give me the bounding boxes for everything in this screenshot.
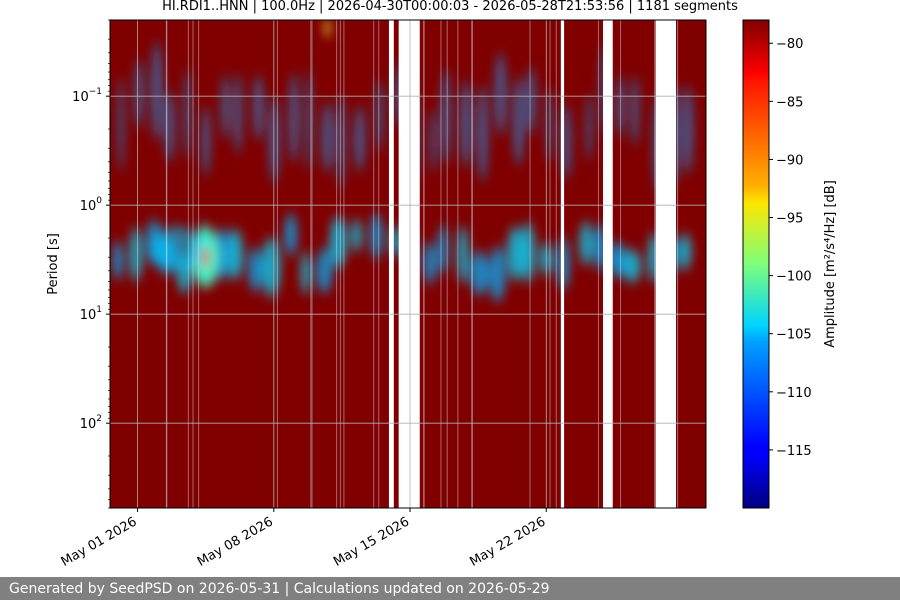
colorbar-tick-label: −105 — [776, 328, 812, 343]
glow-blob — [284, 213, 298, 256]
colorbar-tick-label: −100 — [776, 270, 812, 285]
glow-blob — [375, 79, 384, 152]
glow-blob — [329, 216, 347, 268]
y-tick-label: 102 — [80, 414, 102, 432]
glow-blob — [117, 76, 125, 172]
glow-blob — [457, 226, 469, 284]
x-tick-label: May 15 2026 — [331, 514, 412, 569]
glow-blob — [112, 240, 124, 280]
event-glow — [150, 226, 203, 271]
glow-blob — [354, 105, 366, 172]
glow-blob — [512, 76, 525, 166]
glow-blob — [561, 103, 572, 180]
glow-blob — [151, 41, 163, 141]
glow-blob — [470, 251, 490, 296]
glow-blob — [269, 97, 280, 183]
glow-blob — [622, 249, 642, 283]
footer-text: Generated by SeedPSD on 2026-05-31 | Cal… — [9, 581, 550, 597]
glow-blob — [441, 68, 451, 166]
glow-blob — [261, 237, 281, 297]
glow-blob — [183, 68, 191, 160]
glow-blob — [526, 67, 537, 135]
colorbar-tick-label: −90 — [776, 153, 803, 168]
data-gap — [398, 20, 420, 508]
glow-blob — [134, 59, 144, 129]
plot-frame — [109, 19, 707, 509]
y-tick-label: 101 — [80, 305, 102, 323]
glow-blob — [423, 242, 437, 285]
footer-bar: Generated by SeedPSD on 2026-05-31 | Cal… — [0, 577, 900, 600]
glow-blob — [494, 52, 507, 135]
glow-blob — [164, 90, 175, 163]
gridlines — [110, 20, 706, 508]
data-gap — [388, 20, 394, 508]
y-axis: 10−1 100 101 102 — [72, 19, 110, 509]
top-highlight — [324, 20, 331, 36]
event-core — [201, 247, 210, 268]
colorbar-tick-label: −95 — [776, 212, 803, 227]
x-tick-label: May 08 2026 — [195, 514, 276, 569]
glow-blob — [129, 227, 143, 282]
glow-blob — [370, 213, 383, 260]
chart-title: HI.RDI1..HNN | 100.0Hz | 2026-04-30T00:0… — [162, 0, 738, 14]
y-tick-label: 10−1 — [72, 87, 102, 105]
colorbar-tick-label: −115 — [776, 444, 812, 459]
glow-blob — [220, 74, 230, 139]
data-gap — [603, 20, 613, 508]
glow-blob — [477, 85, 488, 182]
glow-blob — [351, 219, 363, 252]
signal-glow-layer — [112, 20, 694, 302]
glow-blob — [460, 80, 472, 168]
x-tick-label: May 22 2026 — [467, 514, 548, 569]
glow-blob — [316, 248, 333, 294]
glow-blob — [520, 222, 536, 283]
glow-blob — [201, 106, 211, 176]
glow-blob — [288, 73, 299, 163]
glow-blob — [546, 86, 553, 163]
heatmap — [110, 20, 706, 508]
colorbar-tick-label: −110 — [776, 386, 812, 401]
data-gaps — [388, 20, 676, 508]
glow-blob — [616, 75, 625, 138]
glow-blob — [437, 225, 449, 275]
glow-blob — [337, 93, 345, 187]
data-gap — [560, 20, 565, 508]
data-gap — [655, 20, 676, 508]
glow-blob — [682, 85, 694, 175]
glow-blob — [631, 76, 640, 146]
glow-blob — [678, 233, 692, 271]
glow-blob — [585, 94, 593, 161]
glow-blob — [248, 247, 263, 292]
colorbar-label: Amplitude [m²/s⁴/Hz] [dB] — [823, 180, 838, 348]
x-tick-label: May 01 2026 — [59, 514, 140, 569]
colorbar-tick-label: −85 — [776, 95, 803, 110]
glow-blob — [253, 74, 264, 141]
glow-blob — [579, 221, 593, 266]
x-axis: May 01 2026 May 08 2026 May 15 2026 May 22 … — [59, 508, 548, 570]
colorbar-tick-label: −80 — [776, 37, 803, 52]
colorbar-ticks: −80 −85 −90 −95 −100 −105 −110 −115 — [769, 37, 812, 459]
glow-blob — [506, 226, 525, 281]
glow-blob — [300, 251, 311, 295]
glow-blob — [226, 229, 244, 280]
glow-blob — [429, 109, 437, 173]
glow-blob — [233, 73, 243, 154]
colorbar — [742, 19, 770, 509]
glow-blob — [321, 102, 334, 173]
glow-blob — [489, 246, 506, 302]
y-tick-label: 100 — [80, 196, 103, 214]
y-axis-label: Period [s] — [46, 233, 61, 295]
